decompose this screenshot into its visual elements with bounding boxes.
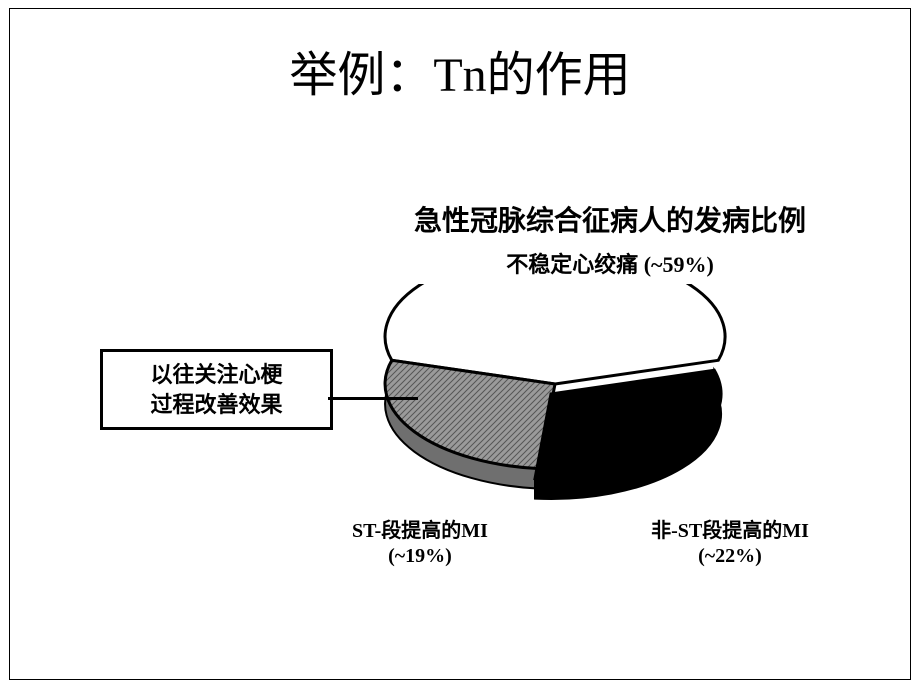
slice-label-st-mi-line2: (~19%): [388, 545, 452, 567]
callout-line2: 过程改善效果: [150, 392, 282, 417]
slide-frame: 举例：Tn的作用 急性冠脉综合征病人的发病比例 不稳定心绞痛 (~59%): [9, 8, 911, 680]
chart-title: 急性冠脉综合征病人的发病比例: [360, 199, 860, 239]
slice-label-st-mi-line1: ST-段提高的MI: [352, 520, 488, 542]
slice-label-non-st-mi-line1: 非-ST段提高的MI: [651, 520, 809, 542]
slice-label-st-mi: ST-段提高的MI (~19%): [290, 519, 550, 569]
callout-leader-line: [328, 397, 418, 400]
pie-graphic: [375, 284, 735, 504]
slice-label-non-st-mi-line2: (~22%): [698, 545, 762, 567]
slide-title: 举例：Tn的作用: [10, 35, 910, 105]
slice-label-unstable-angina: 不稳定心绞痛 (~59%): [360, 247, 860, 279]
callout-line1: 以往关注心梗: [150, 362, 282, 387]
callout-box: 以往关注心梗 过程改善效果: [100, 349, 333, 430]
slice-exploded-st: [535, 370, 721, 499]
pie-chart: 急性冠脉综合征病人的发病比例 不稳定心绞痛 (~59%): [80, 199, 840, 619]
slice-label-non-st-mi: 非-ST段提高的MI (~22%): [600, 519, 860, 569]
